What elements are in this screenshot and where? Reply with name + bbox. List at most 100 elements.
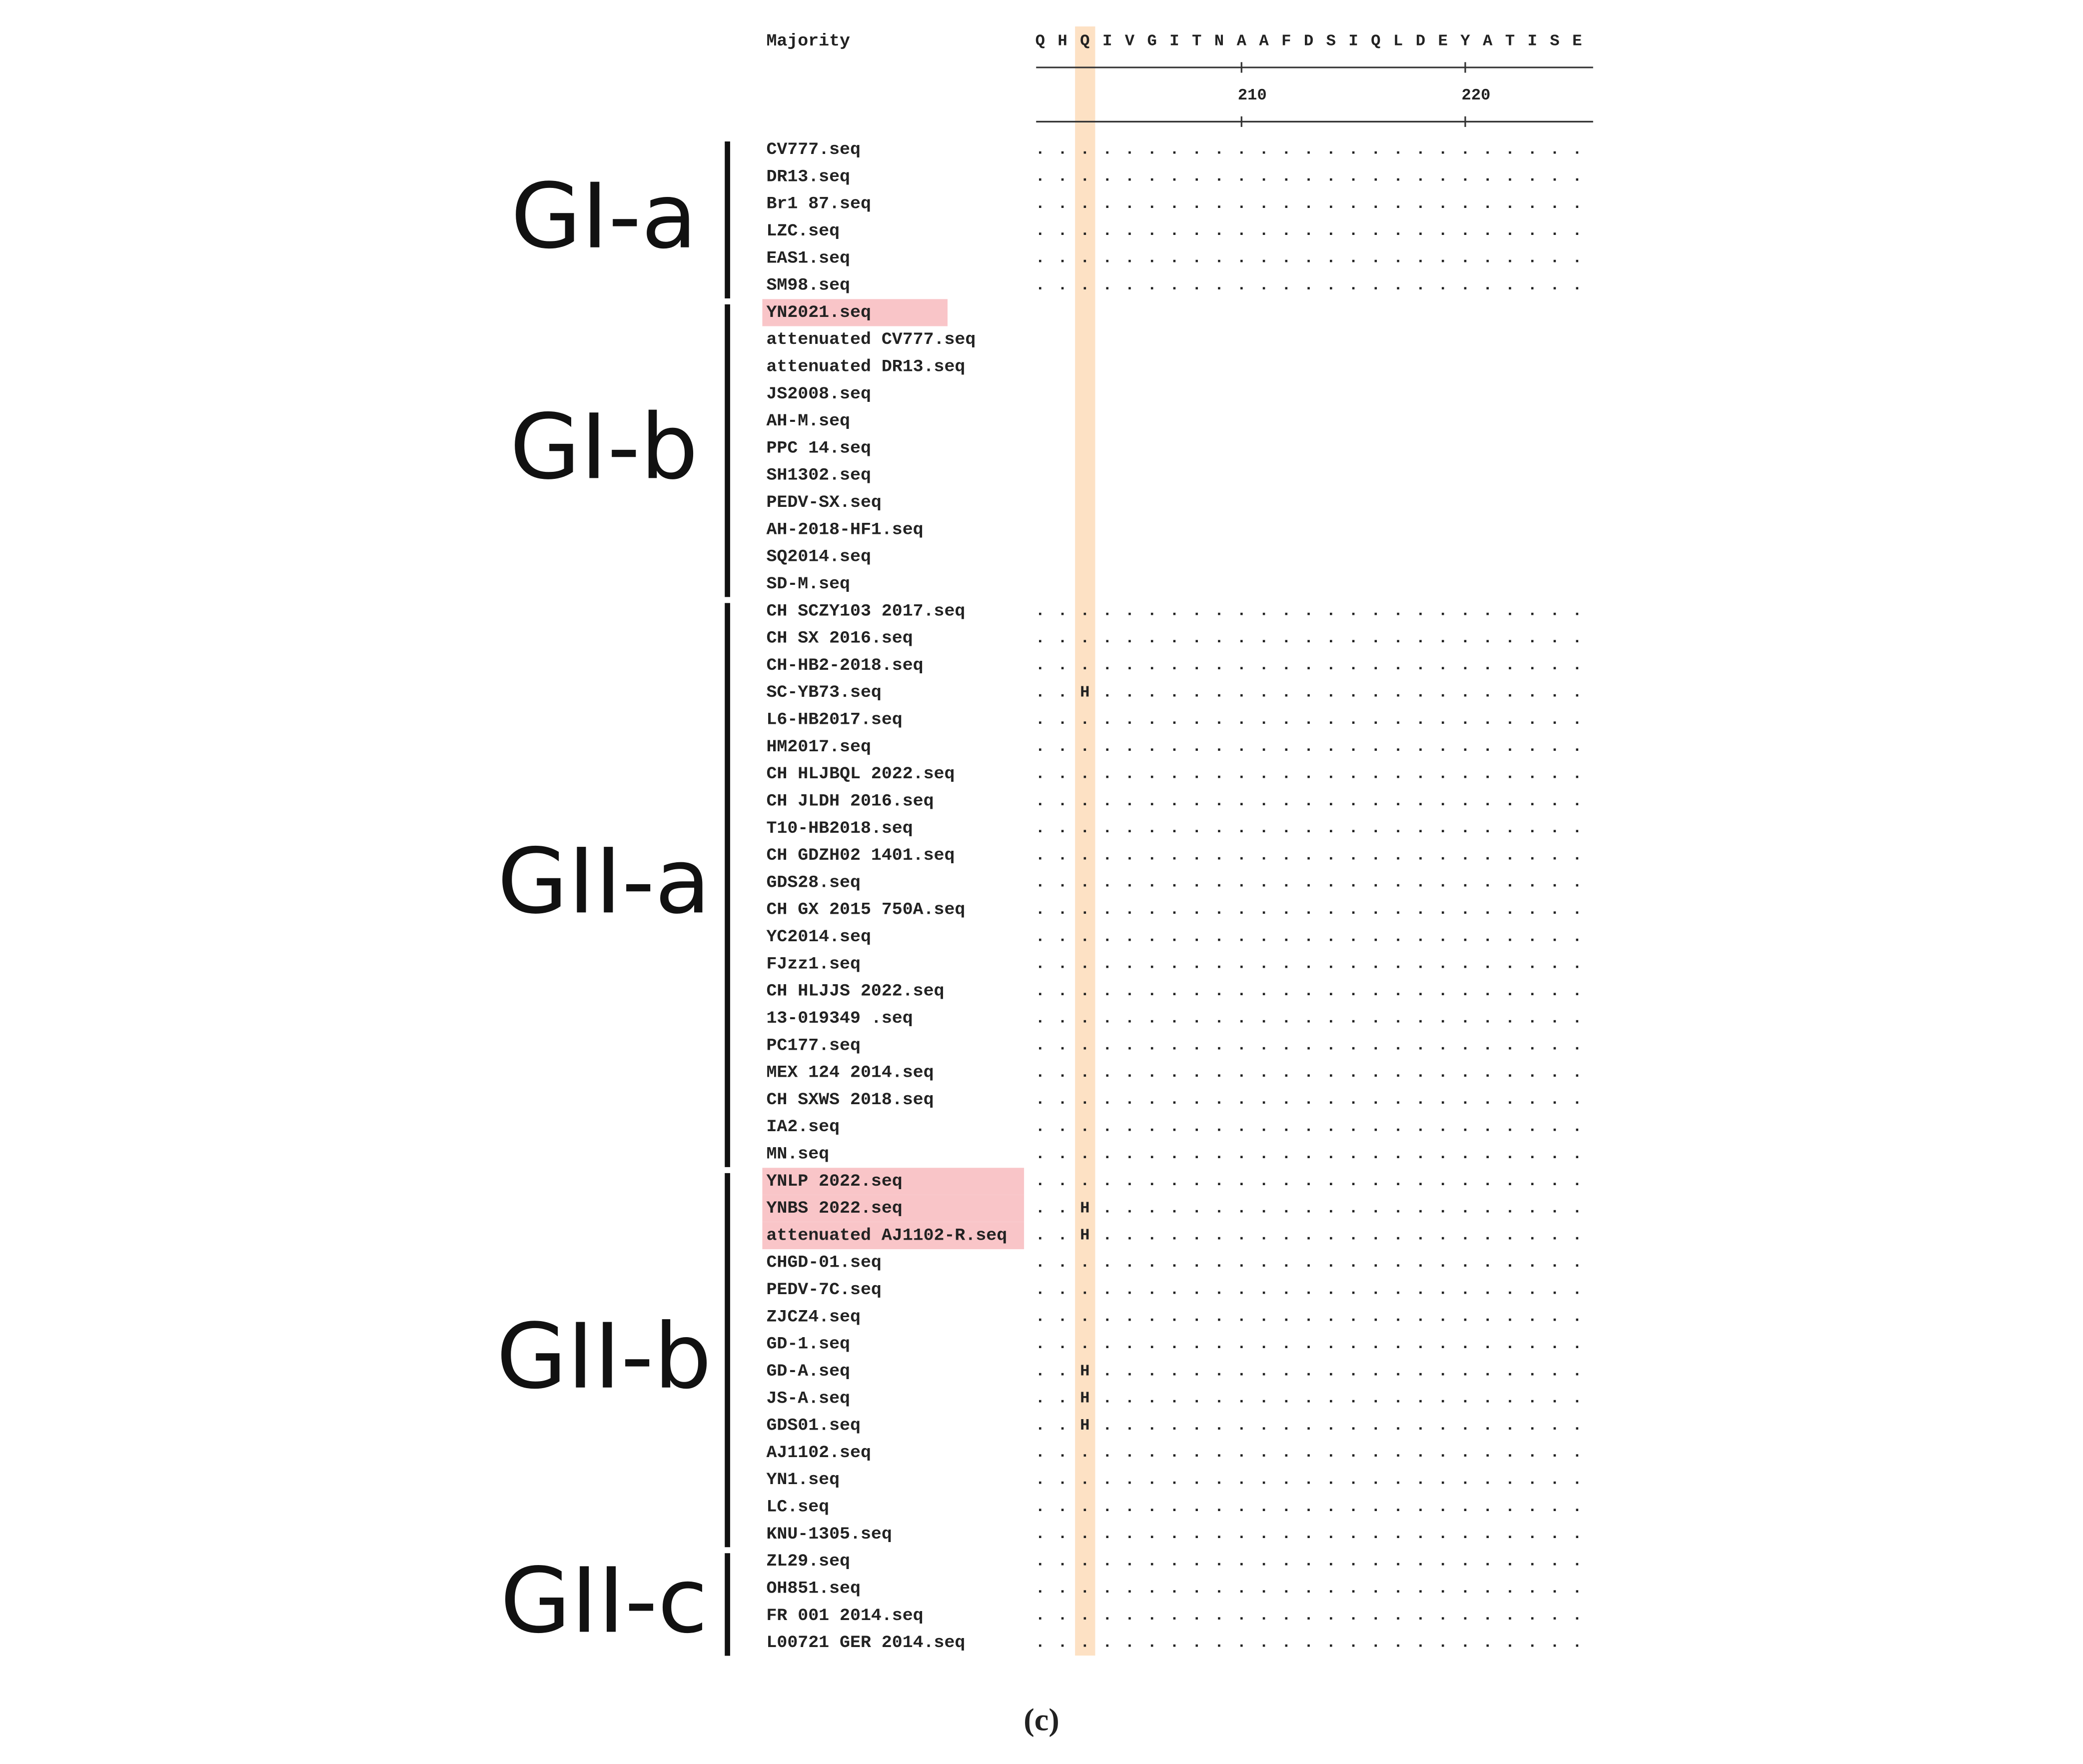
residue: . [1572,1552,1582,1571]
majority-residue: H [1057,32,1067,50]
residue: . [1550,819,1559,837]
residue: . [1237,1036,1246,1055]
residue: . [1169,765,1179,783]
residue: . [1572,221,1582,240]
residue: . [1572,276,1582,294]
residue: . [1572,1253,1582,1272]
residue: . [1281,1362,1291,1381]
residue: . [1371,221,1380,240]
residue: . [1125,1090,1134,1109]
residue: . [1528,982,1537,1000]
residue: . [1237,928,1246,946]
row-highlight [762,299,948,326]
residue: . [1147,873,1156,892]
residue: . [1304,1090,1313,1109]
residue: . [1528,1471,1537,1489]
residue: . [1169,900,1179,919]
residue: . [1371,1498,1380,1516]
residue: . [1304,1579,1313,1598]
residue: . [1057,1090,1067,1109]
residue: . [1192,1281,1201,1299]
residue: . [1528,1253,1537,1272]
residue: . [1147,1281,1156,1299]
residue: . [1371,1172,1380,1190]
residue: . [1192,1036,1201,1055]
ruler-tick-label: 220 [1461,86,1490,104]
residue: . [1326,1634,1336,1652]
residue: . [1214,1308,1224,1326]
sequence-name: YC2014.seq [766,927,871,947]
residue: . [1326,1090,1336,1109]
residue: . [1460,1090,1470,1109]
residue: . [1080,1253,1089,1272]
residue: . [1125,140,1134,159]
residue: . [1192,1199,1201,1218]
residue: . [1102,955,1112,973]
residue: . [1505,167,1515,186]
residue: . [1281,276,1291,294]
residue: . [1572,982,1582,1000]
residue: . [1572,249,1582,267]
residue: . [1259,1634,1268,1652]
residue: . [1550,737,1559,756]
residue: . [1438,1226,1447,1245]
residue: . [1102,602,1112,620]
residue: . [1483,140,1492,159]
residue: . [1460,140,1470,159]
residue: . [1304,1172,1313,1190]
residue: . [1460,900,1470,919]
residue: . [1348,1525,1358,1543]
residue: . [1326,710,1336,729]
residue: . [1057,1606,1067,1625]
residue: . [1505,710,1515,729]
residue: . [1125,1281,1134,1299]
residue: . [1102,1389,1112,1408]
residue: . [1057,1226,1067,1245]
residue: . [1169,1226,1179,1245]
residue: . [1080,846,1089,865]
residue: . [1147,1009,1156,1027]
residue: . [1036,1199,1045,1218]
residue: . [1505,928,1515,946]
residue: . [1326,1552,1336,1571]
residue: . [1214,1416,1224,1435]
majority-residue: S [1550,32,1559,50]
residue: . [1214,1335,1224,1353]
residue: . [1057,683,1067,702]
residue: . [1036,819,1045,837]
residue: . [1416,1579,1425,1598]
residue: . [1326,1226,1336,1245]
residue: . [1326,1118,1336,1136]
residue: . [1192,167,1201,186]
residue: . [1169,1443,1179,1462]
residue: . [1304,1009,1313,1027]
residue: . [1550,873,1559,892]
residue: . [1259,167,1268,186]
residue: . [1147,819,1156,837]
residue: . [1057,1498,1067,1516]
residue: . [1393,1172,1403,1190]
residue: . [1416,629,1425,647]
residue: . [1102,1253,1112,1272]
residue: . [1416,167,1425,186]
residue: . [1192,846,1201,865]
residue: . [1102,1118,1112,1136]
residue: . [1237,846,1246,865]
residue: . [1057,276,1067,294]
residue: . [1572,1606,1582,1625]
majority-residue: Q [1036,32,1045,50]
residue: . [1147,1362,1156,1381]
residue: . [1460,1145,1470,1163]
residue: . [1438,194,1447,213]
residue: . [1326,819,1336,837]
residue: . [1393,1471,1403,1489]
residue: . [1393,1606,1403,1625]
residue: . [1147,1145,1156,1163]
residue: . [1147,1606,1156,1625]
residue: . [1371,900,1380,919]
residue: . [1326,221,1336,240]
residue: . [1483,602,1492,620]
residue: . [1460,819,1470,837]
residue: . [1102,900,1112,919]
residue: . [1460,1498,1470,1516]
